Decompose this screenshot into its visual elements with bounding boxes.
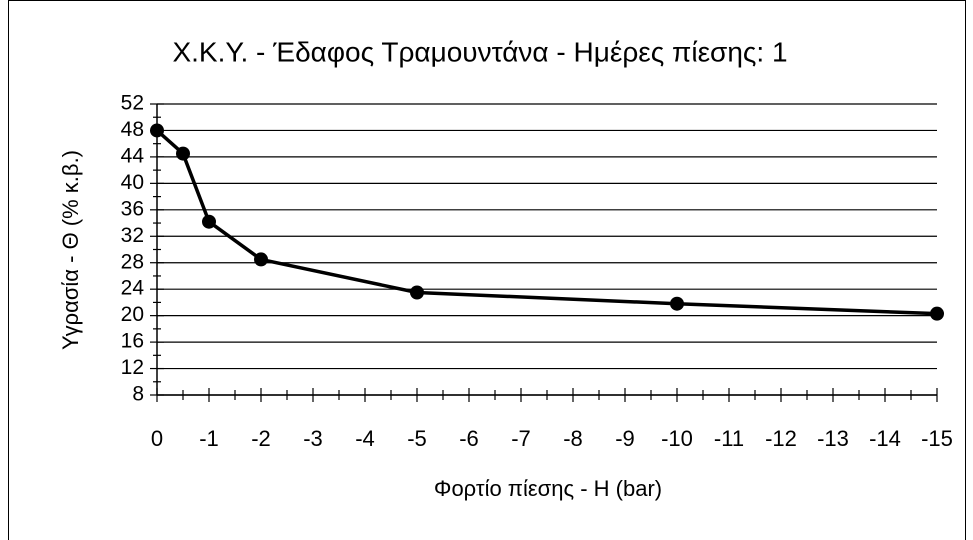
x-tick-label: -13 (817, 426, 849, 451)
y-tick-label: 32 (121, 224, 144, 247)
x-tick-label: -9 (615, 426, 635, 451)
marker (176, 146, 190, 161)
x-tick-label: -1 (199, 426, 219, 451)
chart-frame (8, 0, 966, 540)
y-tick-label: 8 (132, 383, 144, 406)
x-tick-label: -11 (714, 426, 744, 451)
y-tick-label: 48 (121, 118, 144, 141)
chart-title: Χ.Κ.Υ. - Έδαφος Τραμουντάνα - Ημέρες πίε… (172, 36, 787, 67)
x-tick-label: -3 (303, 426, 323, 451)
x-tick-label: -4 (355, 426, 375, 451)
y-tick-label: 44 (121, 144, 145, 167)
y-tick-label: 40 (121, 171, 144, 194)
x-axis-label: Φορτίο πίεσης - H (bar) (434, 476, 662, 501)
x-tick-label: -2 (251, 426, 271, 451)
marker (254, 252, 268, 267)
marker (930, 306, 944, 321)
x-tick-label: -12 (765, 426, 797, 451)
y-tick-label: 12 (121, 356, 144, 379)
x-tick-label: -5 (407, 426, 427, 451)
x-tick-label: 0 (151, 426, 163, 451)
marker (150, 123, 164, 138)
x-tick-label: -7 (511, 426, 531, 451)
marker (670, 296, 684, 311)
marker (202, 214, 216, 229)
y-axis-label: Υγρασία - Θ (% κ.β.) (58, 150, 83, 350)
x-tick-label: -8 (563, 426, 583, 451)
y-tick-label: 36 (121, 197, 144, 220)
x-tick-label: -15 (921, 426, 953, 451)
x-tick-label: -10 (661, 426, 693, 451)
y-tick-label: 28 (121, 250, 144, 273)
y-tick-label: 16 (121, 330, 144, 353)
y-tick-label: 20 (121, 303, 144, 326)
y-tick-label: 24 (121, 277, 145, 300)
y-tick-label: 52 (121, 92, 144, 115)
x-tick-label: -6 (459, 426, 479, 451)
x-tick-label: -14 (869, 426, 901, 451)
marker (410, 285, 424, 300)
